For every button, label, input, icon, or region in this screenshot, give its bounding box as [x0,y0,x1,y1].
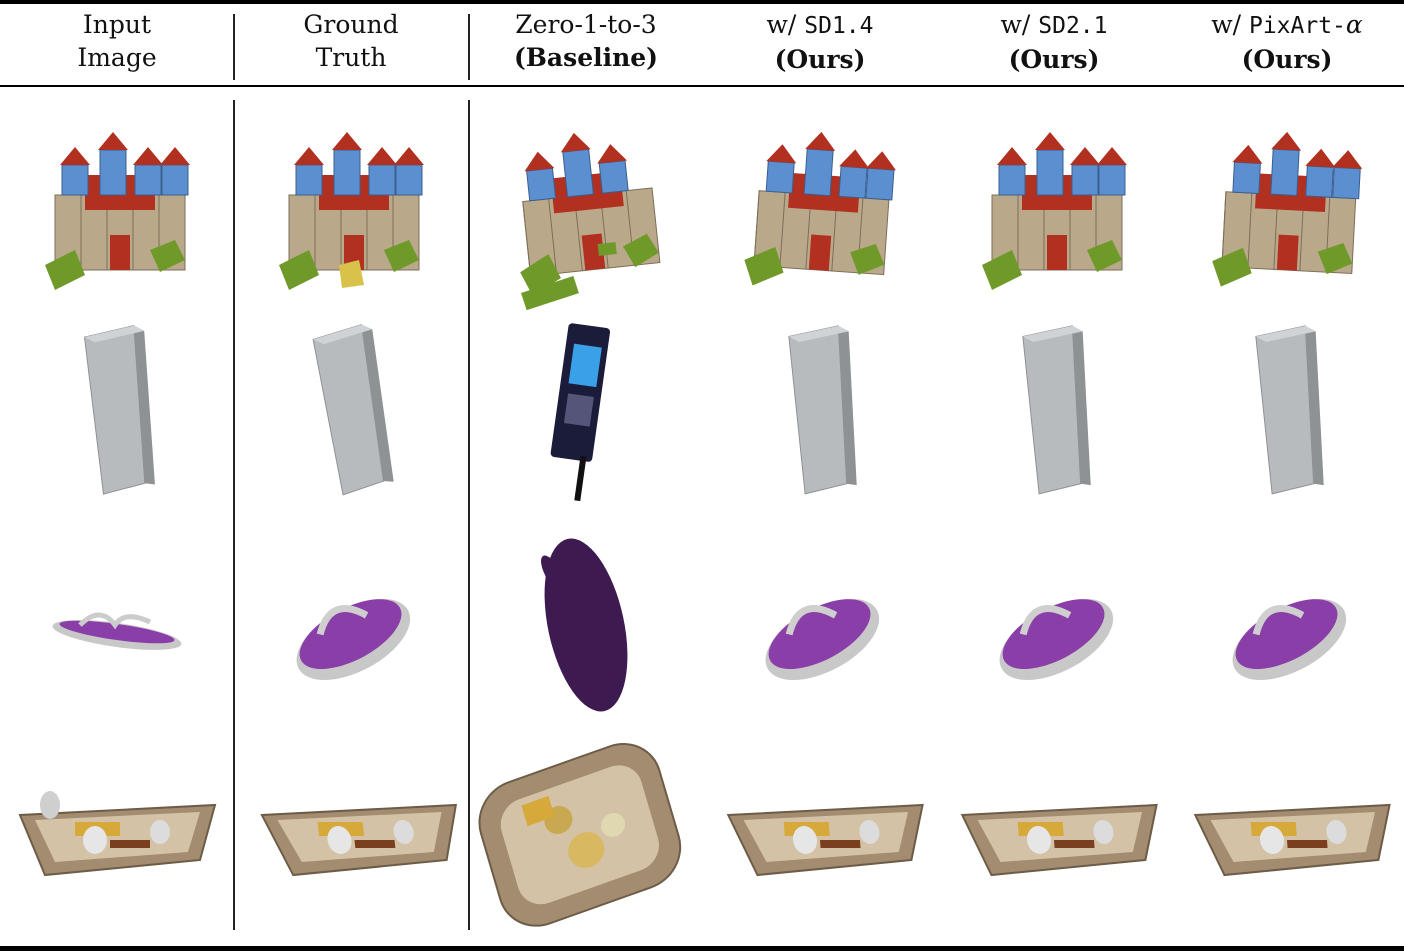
header-line1: Zero-1-to-3 [515,10,657,39]
header-divider-2 [468,14,470,80]
castle-image [1212,131,1363,287]
breakfast-tray-image [260,803,458,877]
header-ground-truth: Ground Truth [234,8,468,74]
header-baseline: Zero-1-to-3 (Baseline) [469,8,703,74]
render-castle-col5 [937,100,1171,310]
render-power-bank-col2 [234,315,468,525]
top-rule [0,0,1404,4]
render-sandal-col3 [469,530,703,740]
render-sandal-col1 [0,530,234,740]
column-divider-2 [468,100,470,930]
header-line2: (Ours) [1241,45,1333,74]
render-sandal-col4 [703,530,937,740]
header-line2: (Ours) [774,45,866,74]
column-headers: Input Image Ground Truth Zero-1-to-3 (Ba… [0,8,1404,84]
result-grid [0,100,1404,940]
header-sd14: w/ SD1.4 (Ours) [703,8,937,76]
sandal-image [1232,598,1347,680]
sandal-image [999,598,1114,680]
render-power-bank-col3 [469,315,703,525]
breakfast-tray-image [1193,803,1391,877]
header-divider-1 [233,14,235,80]
sandal-image [765,598,880,680]
castle-image [279,132,424,290]
render-breakfast-tray-col3 [469,740,703,950]
render-breakfast-tray-col6 [1170,740,1404,950]
render-breakfast-tray-col2 [234,740,468,950]
castle-image [520,132,661,310]
power-bank-image [1022,325,1091,495]
render-power-bank-col5 [937,315,1171,525]
breakfast-tray-image [18,791,217,877]
breakfast-tray-image [726,803,924,877]
render-castle-col1 [0,100,234,310]
castle-image [45,132,190,290]
render-power-bank-col1 [0,315,234,525]
sandal-image [296,598,411,680]
header-line2: (Baseline) [513,43,659,72]
render-breakfast-tray-col1 [0,740,234,950]
header-line2: Image [77,43,157,72]
power-bank-image [83,324,155,495]
render-castle-col4 [703,100,937,310]
header-line2: Truth [315,43,387,72]
power-bank-image [788,325,857,495]
render-power-bank-col6 [1170,315,1404,525]
header-line1: w/ PixArt-α [1211,10,1363,39]
castle-image [744,131,896,286]
castle-image [982,132,1127,290]
render-castle-col3 [469,100,703,310]
header-line1: w/ SD1.4 [766,10,874,39]
sandal-image [541,538,628,712]
header-line1: Ground [303,10,399,39]
power-bank-image [1255,325,1324,495]
header-rule [0,85,1404,87]
render-castle-col6 [1170,100,1404,310]
header-line2: (Ours) [1008,45,1100,74]
breakfast-tray-image [960,803,1158,877]
sandal-image [52,612,182,650]
render-sandal-col5 [937,530,1171,740]
bottom-rule [0,946,1404,951]
render-breakfast-tray-col4 [703,740,937,950]
header-pixart: w/ PixArt-α (Ours) [1170,8,1404,76]
breakfast-tray-image [478,742,682,927]
column-divider-1 [233,100,235,930]
header-sd21: w/ SD2.1 (Ours) [937,8,1171,76]
render-power-bank-col4 [703,315,937,525]
render-sandal-col2 [234,530,468,740]
render-sandal-col6 [1170,530,1404,740]
render-breakfast-tray-col5 [937,740,1171,950]
power-bank-image [312,324,394,496]
render-castle-col2 [234,100,468,310]
header-line1: w/ SD2.1 [1000,10,1108,39]
header-line1: Input [82,10,152,39]
power-bank-image [550,323,611,502]
header-input-image: Input Image [0,8,234,74]
